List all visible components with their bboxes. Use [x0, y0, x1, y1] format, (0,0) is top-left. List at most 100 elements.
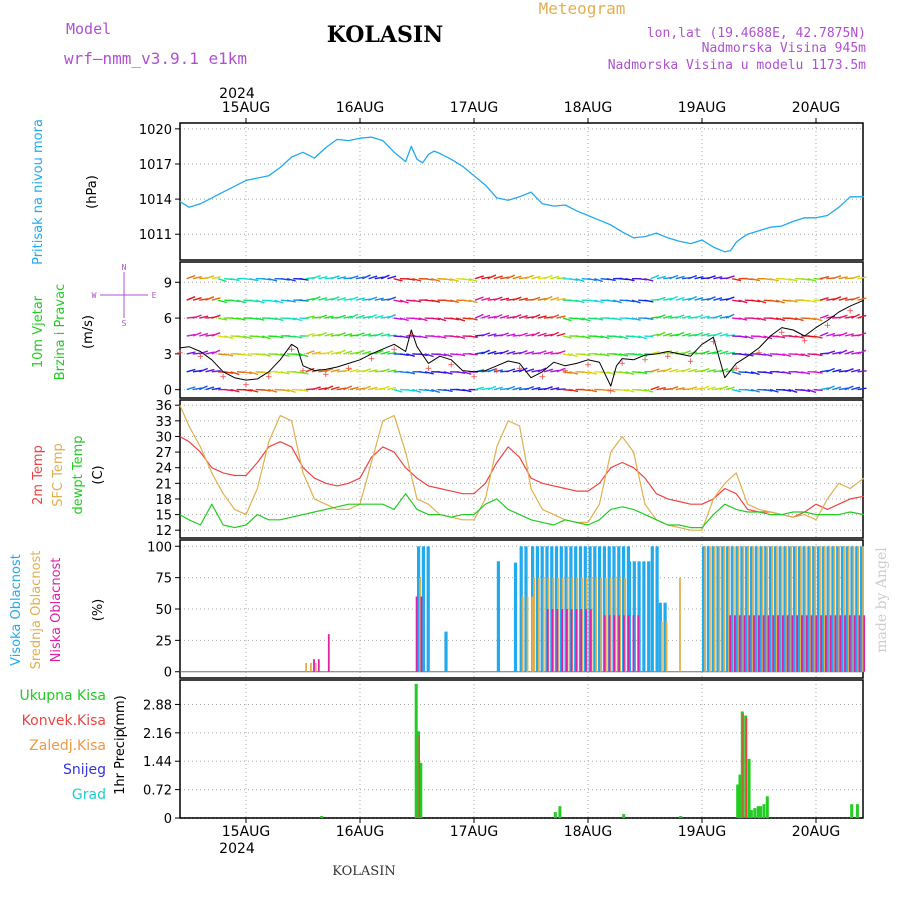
- cloud-bar-0: [650, 546, 654, 672]
- cloud-bar-1: [843, 546, 845, 672]
- precip-bar-0: [756, 806, 760, 818]
- wind-arrow: [487, 274, 497, 280]
- wind-arrow: [851, 369, 861, 373]
- cloud-bar-2: [589, 609, 592, 672]
- wind-arrow: [725, 275, 735, 280]
- wind-arrow: [243, 353, 253, 357]
- wind-arrow: [625, 278, 635, 282]
- wind-arrow: [857, 370, 867, 373]
- wind-arrow: [249, 299, 259, 303]
- wind-arrow: [242, 335, 253, 340]
- wind-arrow: [337, 387, 347, 391]
- cloud-bar-2: [613, 615, 616, 672]
- wind-arrow: [217, 278, 227, 283]
- wind-arrow: [462, 278, 472, 282]
- temp-line-2-point: [736, 509, 737, 510]
- pressure-y-tick-label: 1017: [139, 158, 172, 173]
- wind-arrow: [782, 353, 792, 357]
- wind-arrow: [675, 314, 685, 319]
- temp-line-2-point: [245, 524, 246, 525]
- wind-arrow: [581, 353, 591, 357]
- temp-line-2-point: [405, 493, 406, 494]
- wind-arrow: [594, 278, 604, 283]
- temp-line-1-point: [473, 519, 474, 520]
- wind-arrow: [518, 332, 528, 337]
- wind-arrow: [387, 314, 396, 319]
- pressure-line-point: [827, 215, 828, 216]
- temp-line-2-point: [713, 514, 714, 515]
- wind-arrow: [211, 387, 221, 391]
- wind-arrow: [186, 351, 196, 355]
- wind-arrow: [456, 317, 466, 322]
- wind-arrow: [493, 275, 503, 280]
- wind-arrow: [230, 278, 240, 282]
- wind-arrow: [330, 296, 340, 301]
- temp-y-tick-label: 33: [155, 415, 172, 430]
- cloud-bar-2: [796, 615, 798, 672]
- cloud-bar-0: [540, 546, 544, 672]
- wind-arrow: [500, 314, 510, 319]
- temp-line-1-point: [462, 519, 463, 520]
- temp-line-1-point: [724, 483, 725, 484]
- cloud-bar-1: [679, 577, 681, 672]
- x-tick-label-top: 18AUG: [564, 100, 613, 116]
- wind-arrow: [431, 278, 441, 282]
- wind-arrow: [844, 385, 854, 391]
- wind-arrow: [531, 369, 541, 373]
- temp-line-1-point: [394, 415, 395, 416]
- temp-line-1-point: [337, 509, 338, 510]
- wind-arrow: [343, 333, 353, 337]
- wind-arrow: [663, 315, 673, 319]
- wind-arrow: [305, 332, 315, 337]
- wind-arrow: [556, 350, 566, 355]
- wind-arrow: [763, 371, 773, 375]
- precip-bar-0: [622, 814, 626, 818]
- cloud-y-tick-label: 50: [155, 603, 172, 618]
- wind-arrow: [474, 296, 484, 301]
- wind-arrow: [274, 353, 284, 356]
- wind-arrow: [706, 351, 717, 355]
- temp-line-1-point: [302, 472, 303, 473]
- cloud-bar-1: [800, 546, 802, 672]
- cloud-bar-1: [595, 577, 598, 672]
- wind-arrow: [493, 313, 503, 319]
- precip-bar-0: [736, 784, 740, 818]
- pressure-line-point: [770, 227, 771, 228]
- wind-arrow: [424, 388, 434, 393]
- wind-arrow: [688, 368, 698, 373]
- temp-line-2-point: [188, 519, 189, 520]
- cloud-bar-0: [759, 546, 763, 672]
- wind-arrow: [337, 297, 347, 301]
- cloud-bar-1: [609, 577, 612, 672]
- temp-line-1-point: [587, 522, 588, 523]
- wind-arrow: [669, 368, 679, 373]
- wind-arrow: [324, 385, 334, 391]
- wind-arrow: [349, 275, 359, 280]
- wind-arrow: [355, 349, 365, 355]
- pressure-line-point: [622, 231, 623, 232]
- wind-arrow: [713, 387, 723, 391]
- wind-arrow: [437, 335, 447, 339]
- wind-arrow: [456, 335, 466, 339]
- wind-arrow: [713, 297, 723, 301]
- wind-arrow: [487, 350, 497, 355]
- wind-gust-marker: +: [345, 364, 353, 374]
- wind-arrow: [612, 335, 623, 339]
- temp-line-0-point: [633, 467, 634, 468]
- wind-arrow: [844, 350, 854, 355]
- cloud-bar-0: [716, 546, 720, 672]
- temp-line-0-point: [348, 483, 349, 484]
- wind-arrow: [581, 335, 591, 339]
- wind-arrow: [236, 317, 246, 321]
- temp-line-1-point: [838, 483, 839, 484]
- precip-y-tick-label: 0.72: [143, 784, 172, 799]
- wind-arrow: [813, 371, 823, 374]
- cloud-bar-1: [538, 577, 540, 672]
- wind-arrow: [487, 385, 497, 391]
- wind-arrow: [525, 351, 535, 355]
- pressure-panel-frame: [179, 122, 864, 261]
- wind-arrow: [243, 388, 253, 392]
- wind-arrow: [813, 353, 823, 357]
- temp-line-1-point: [690, 530, 691, 531]
- precip-bar-0: [320, 816, 324, 818]
